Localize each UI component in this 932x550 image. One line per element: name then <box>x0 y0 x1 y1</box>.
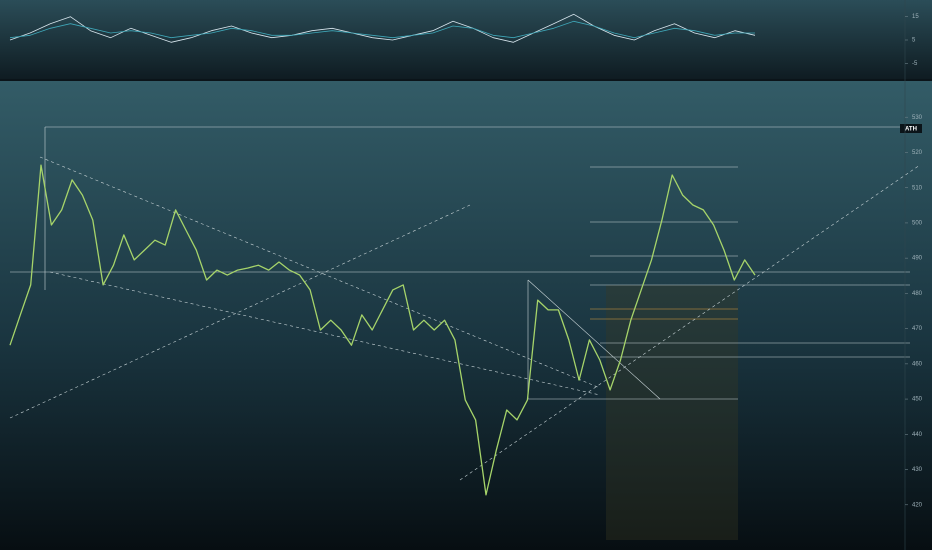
y-tick-label: 5 <box>912 38 916 44</box>
y-tick-label: 510 <box>912 185 923 191</box>
y-tick-label: 470 <box>912 326 923 332</box>
series-line <box>9 20 755 39</box>
trend-line <box>459 164 921 481</box>
trend-line <box>39 156 601 389</box>
y-tick-label: 430 <box>912 467 923 473</box>
y-tick-label: 530 <box>912 115 923 121</box>
trend-line <box>49 271 601 396</box>
ath-label: ATH <box>905 127 917 133</box>
fib-zone <box>606 285 738 540</box>
y-tick-label: 420 <box>912 502 923 508</box>
y-tick-label: 490 <box>912 256 923 262</box>
drawings <box>9 126 921 481</box>
ath-box <box>900 124 922 133</box>
y-tick-label: 15 <box>912 14 919 20</box>
series-line <box>9 13 756 43</box>
y-tick-label: 500 <box>912 221 923 227</box>
y-tick-label: 520 <box>912 150 923 156</box>
y-tick-label: 440 <box>912 432 923 438</box>
y-tick-label: 460 <box>912 361 923 367</box>
y-tick-label: 450 <box>912 397 923 403</box>
series-line <box>9 164 756 496</box>
y-tick-label: 480 <box>912 291 923 297</box>
y-tick-label: -5 <box>912 61 918 67</box>
trend-line <box>9 204 471 419</box>
triangle-line <box>527 279 661 400</box>
oscillator-panel <box>0 0 932 79</box>
price-panel <box>0 81 932 550</box>
